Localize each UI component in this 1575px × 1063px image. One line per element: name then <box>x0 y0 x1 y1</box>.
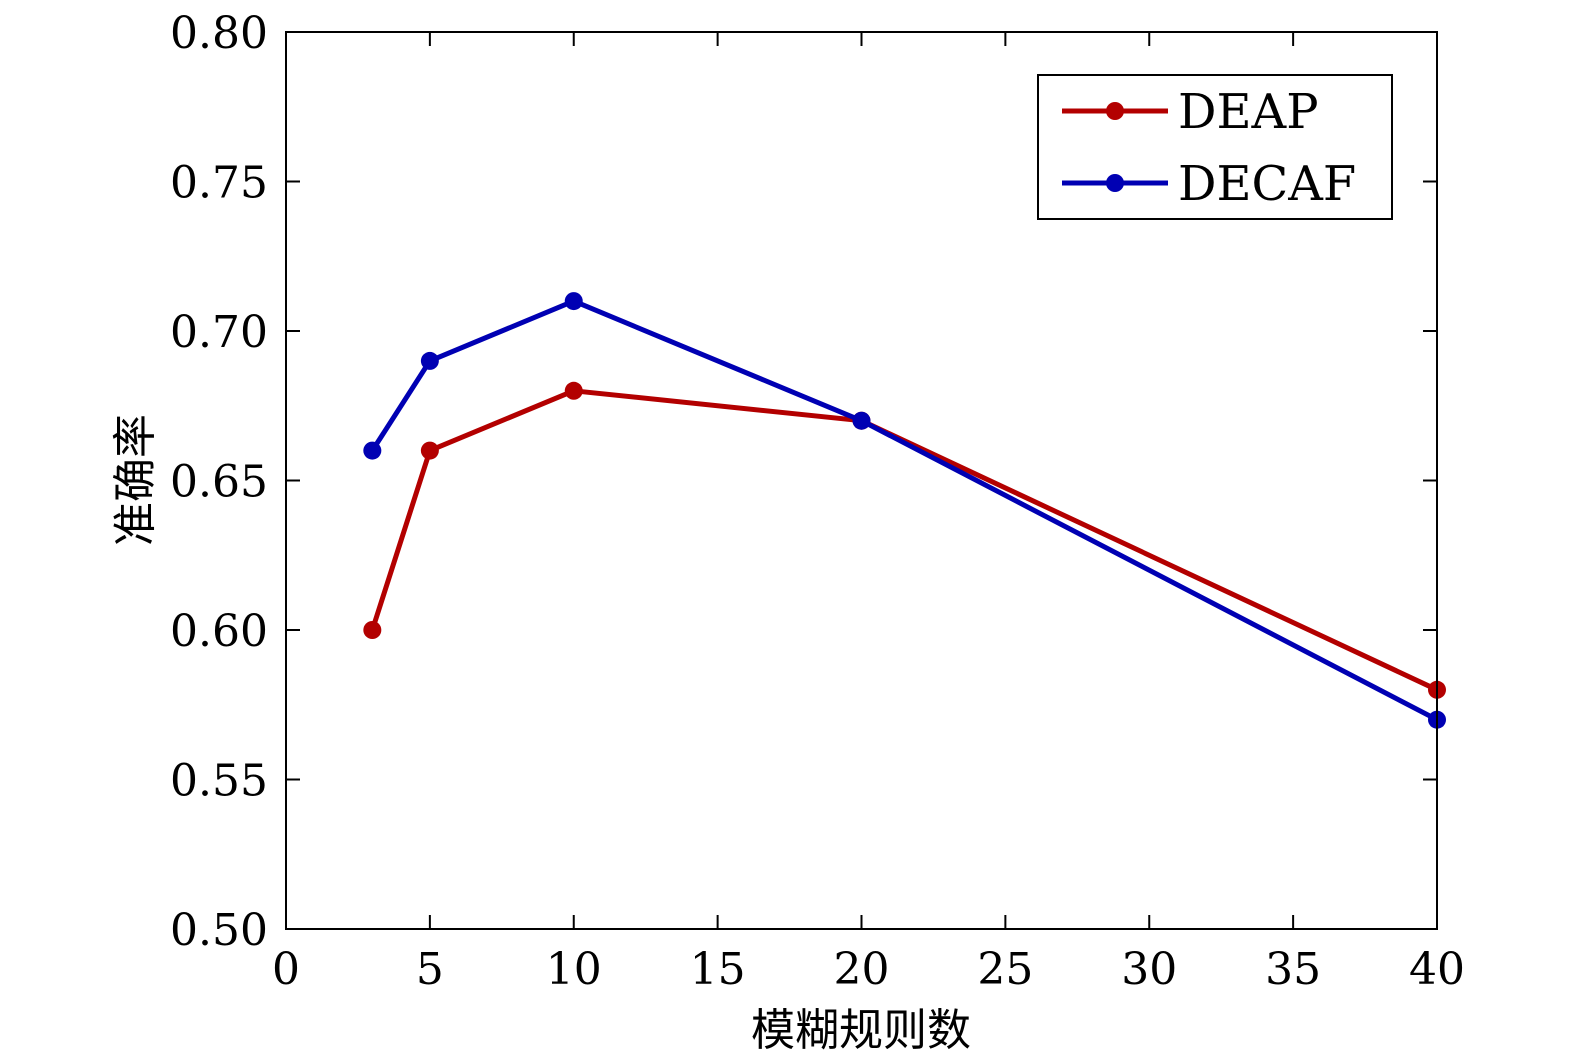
y-tick-label: 0.65 <box>170 457 268 508</box>
data-point-deap <box>363 621 382 639</box>
plot-series <box>363 292 1446 729</box>
series-line-decaf <box>369 298 1440 723</box>
legend-box <box>1037 74 1393 220</box>
x-tick-label: 0 <box>272 944 300 995</box>
legend-label-decaf: DECAF <box>1178 156 1356 212</box>
data-point-decaf <box>420 351 439 370</box>
legend-marker-decaf <box>1106 174 1124 192</box>
data-point-decaf <box>852 411 871 430</box>
data-point-decaf <box>564 292 583 311</box>
x-tick-label: 30 <box>1121 944 1177 995</box>
plot-frame <box>285 31 1438 930</box>
tick-labels: 0 5 10 15 20 25 30 35 40 0.50 0.55 0.60 0.65 0.70 0.75… <box>170 8 1465 995</box>
y-tick-label: 0.55 <box>170 756 268 807</box>
x-tick-label: 15 <box>690 944 746 995</box>
x-tick-label: 5 <box>416 944 444 995</box>
y-tick-label: 0.75 <box>170 158 268 209</box>
y-tick-label: 0.50 <box>170 905 268 956</box>
x-tick-label: 20 <box>834 944 890 995</box>
legend-marker-deap <box>1106 102 1124 120</box>
y-tick-label: 0.60 <box>170 606 268 657</box>
x-tick-label: 10 <box>546 944 602 995</box>
data-point-decaf <box>363 441 382 460</box>
y-tick-label: 0.80 <box>170 8 268 59</box>
x-tick-label: 35 <box>1265 944 1321 995</box>
y-tick-label: 0.70 <box>170 307 268 358</box>
data-point-deap <box>564 381 583 400</box>
x-tick-label: 40 <box>1409 944 1465 995</box>
data-point-deap <box>420 441 439 460</box>
y-axis-title: 准确率 <box>110 414 161 546</box>
legend-label-deap: DEAP <box>1178 84 1318 140</box>
series-line-deap <box>369 388 1440 693</box>
x-tick-label: 25 <box>977 944 1033 995</box>
legend: DEAP DECAF <box>1037 74 1393 220</box>
x-axis-title: 模糊规则数 <box>751 1005 971 1056</box>
